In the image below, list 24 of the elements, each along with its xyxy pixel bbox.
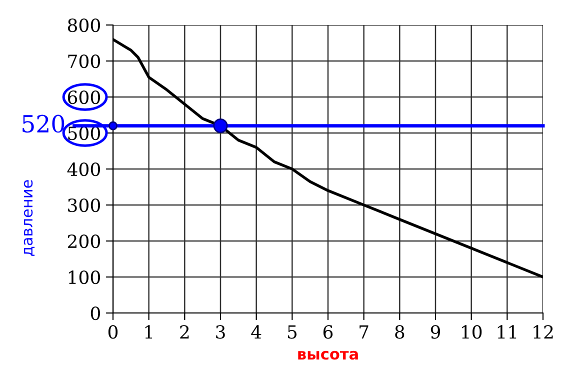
y-tick-label: 200 — [68, 234, 100, 248]
ref-line-label: 520 — [22, 114, 64, 133]
y-tick-label: 800 — [68, 18, 100, 32]
x-axis-title: высота — [298, 350, 358, 360]
x-tick-label: 6 — [323, 325, 333, 339]
x-tick-label: 9 — [430, 325, 440, 339]
x-tick-label: 8 — [395, 325, 404, 339]
x-tick-label: 11 — [498, 325, 516, 339]
x-tick-label: 7 — [360, 325, 368, 339]
x-tick-label: 5 — [288, 325, 297, 339]
x-tick-label: 12 — [534, 325, 553, 339]
x-tick-label: 10 — [462, 325, 482, 339]
y-tick-label: 700 — [68, 54, 100, 68]
x-tick-label: 3 — [216, 325, 225, 339]
y-tick-label: 400 — [67, 162, 100, 176]
x-tick-label: 2 — [180, 325, 189, 339]
y-axis-title: давление — [24, 180, 35, 256]
y-tick-label: 0 — [90, 306, 100, 320]
y-tick-label: 300 — [68, 198, 100, 212]
x-tick-label: 0 — [108, 325, 118, 339]
x-tick-label: 4 — [251, 325, 262, 339]
y-tick-label: 100 — [68, 270, 100, 284]
x-tick-label: 1 — [145, 325, 152, 339]
y-tick-label: 600 — [68, 90, 100, 104]
